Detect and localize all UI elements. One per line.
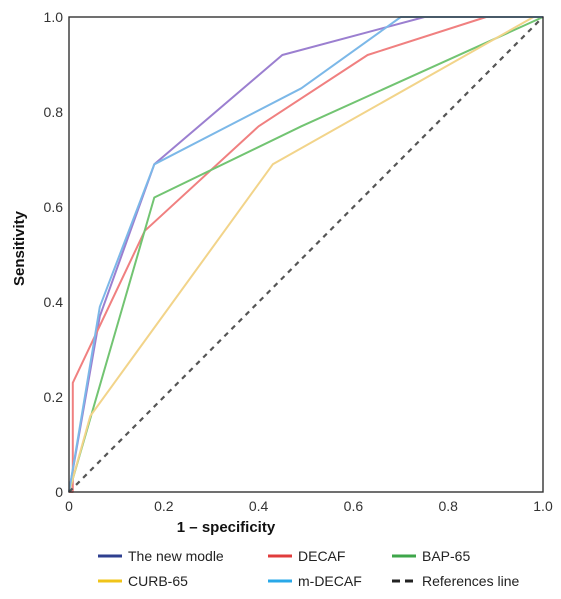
legend-label-m-decaf: m-DECAF [298,573,362,589]
series-line-bap-65 [68,16,544,493]
legend-label-references-line: References line [422,573,519,589]
y-tick-label: 0.2 [44,389,64,405]
x-tick-label: 0 [65,498,73,514]
x-tick-label: 0.6 [344,498,364,514]
x-tick-label: 1.0 [533,498,553,514]
y-tick-label: 0.4 [44,294,64,310]
series-layer [68,16,544,493]
x-axis-ticks: 0 0.2 0.4 0.6 0.8 1.0 [65,498,553,514]
y-tick-label: 0.6 [44,199,64,215]
legend-label-curb-65: CURB-65 [128,573,188,589]
legend-label-the-new-modle: The new modle [128,548,224,564]
legend-label-bap-65: BAP-65 [422,548,470,564]
x-tick-label: 0.4 [249,498,269,514]
y-tick-label: 1.0 [44,9,64,25]
x-axis-title: 1 – specificity [177,519,276,536]
y-axis-title: Sensitivity [11,210,28,286]
y-tick-label: 0 [55,484,63,500]
x-tick-label: 0.8 [438,498,458,514]
legend: The new modle DECAF BAP-65 CURB-65 m-DECAF Re… [98,548,519,589]
series-line-references-line [68,16,544,493]
y-axis-ticks: 0 0.2 0.4 0.6 0.8 1.0 [44,9,64,500]
x-tick-label: 0.2 [154,498,174,514]
y-tick-label: 0.8 [44,104,64,120]
plot-frame [68,16,544,493]
legend-label-decaf: DECAF [298,548,345,564]
